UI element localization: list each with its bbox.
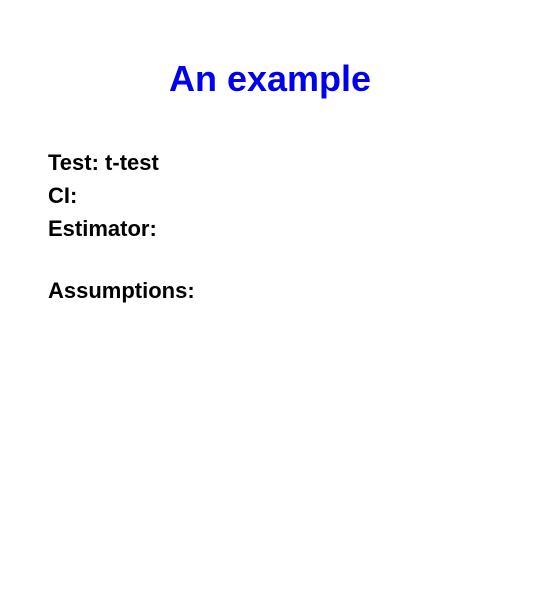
test-value: t-test [99, 150, 159, 175]
slide-title: An example [0, 0, 540, 100]
ci-label: CI: [48, 183, 77, 208]
line-estimator: Estimator: [48, 214, 540, 245]
estimator-label: Estimator: [48, 216, 157, 241]
line-ci: CI: [48, 181, 540, 212]
assumptions-label: Assumptions: [48, 278, 195, 303]
slide-container: An example Test: t-test CI: Estimator: A… [0, 0, 540, 612]
slide-content: Test: t-test CI: Estimator: Assumptions: [0, 100, 540, 307]
test-label: Test: [48, 150, 99, 175]
line-test: Test: t-test [48, 148, 540, 179]
line-assumptions: Assumptions: [48, 276, 540, 307]
spacer [48, 246, 540, 276]
